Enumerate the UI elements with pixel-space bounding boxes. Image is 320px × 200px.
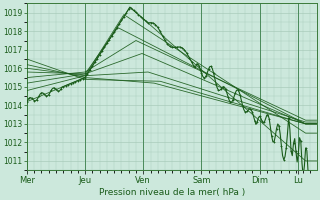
X-axis label: Pression niveau de la mer( hPa ): Pression niveau de la mer( hPa ): [99, 188, 245, 197]
